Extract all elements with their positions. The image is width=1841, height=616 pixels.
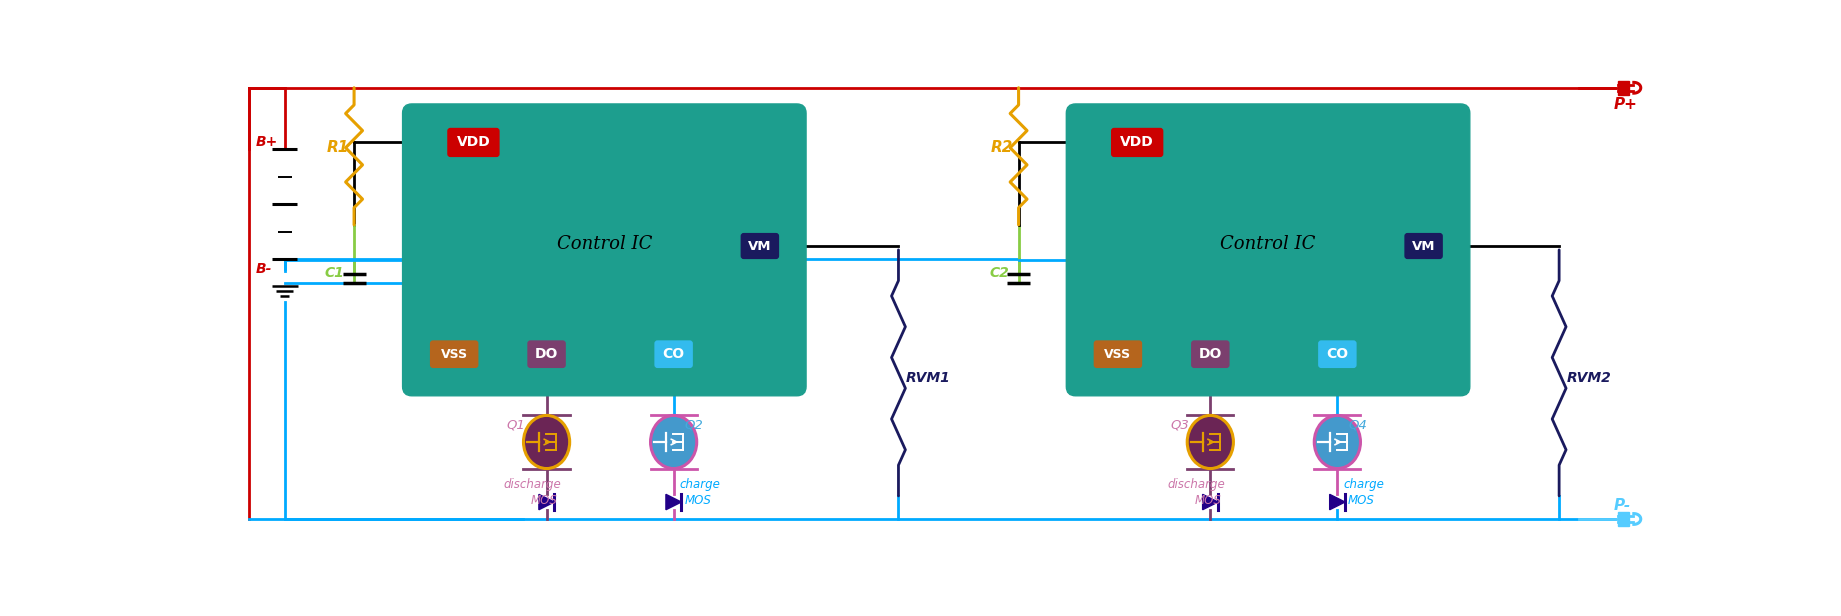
FancyBboxPatch shape xyxy=(527,340,565,368)
Bar xyxy=(1618,512,1629,526)
Text: Control IC: Control IC xyxy=(556,235,652,253)
Bar xyxy=(1618,81,1629,95)
FancyBboxPatch shape xyxy=(1318,340,1357,368)
Polygon shape xyxy=(539,494,554,510)
Text: CO: CO xyxy=(1326,347,1348,361)
Text: B+: B+ xyxy=(256,134,278,148)
FancyBboxPatch shape xyxy=(1066,104,1469,395)
Text: DO: DO xyxy=(1198,347,1222,361)
FancyBboxPatch shape xyxy=(1110,128,1164,157)
Text: B-: B- xyxy=(256,262,272,277)
FancyBboxPatch shape xyxy=(1094,340,1141,368)
Text: VSS: VSS xyxy=(1105,347,1132,361)
Polygon shape xyxy=(666,494,681,510)
Text: Control IC: Control IC xyxy=(1221,235,1316,253)
Polygon shape xyxy=(1202,494,1219,510)
Ellipse shape xyxy=(523,415,569,469)
Text: RVM1: RVM1 xyxy=(906,371,952,386)
Polygon shape xyxy=(1329,494,1346,510)
Text: MOS: MOS xyxy=(1348,493,1375,506)
Text: MOS: MOS xyxy=(1195,493,1222,506)
Text: C2: C2 xyxy=(989,266,1009,280)
FancyBboxPatch shape xyxy=(447,128,499,157)
Text: VM: VM xyxy=(747,240,771,253)
Text: P+: P+ xyxy=(1615,97,1638,112)
Text: Q3: Q3 xyxy=(1171,418,1189,431)
Text: MOS: MOS xyxy=(532,493,558,506)
Text: charge: charge xyxy=(679,478,720,491)
FancyBboxPatch shape xyxy=(740,233,779,259)
Text: DO: DO xyxy=(536,347,558,361)
FancyBboxPatch shape xyxy=(654,340,692,368)
Ellipse shape xyxy=(1314,415,1360,469)
Text: discharge: discharge xyxy=(1167,478,1224,491)
Text: Q1: Q1 xyxy=(506,418,525,431)
FancyBboxPatch shape xyxy=(403,104,806,395)
FancyBboxPatch shape xyxy=(431,340,479,368)
Text: VDD: VDD xyxy=(457,136,490,150)
Text: R2: R2 xyxy=(990,140,1013,155)
FancyBboxPatch shape xyxy=(1191,340,1230,368)
Text: MOS: MOS xyxy=(685,493,711,506)
Text: VSS: VSS xyxy=(440,347,468,361)
Text: VM: VM xyxy=(1412,240,1436,253)
Text: discharge: discharge xyxy=(503,478,562,491)
Text: Q2: Q2 xyxy=(685,418,703,431)
Ellipse shape xyxy=(1187,415,1233,469)
Text: RVM2: RVM2 xyxy=(1567,371,1611,386)
Text: VDD: VDD xyxy=(1121,136,1154,150)
FancyBboxPatch shape xyxy=(1405,233,1443,259)
Text: C1: C1 xyxy=(324,266,344,280)
Text: P-: P- xyxy=(1615,498,1631,513)
Text: CO: CO xyxy=(663,347,685,361)
Text: R1: R1 xyxy=(326,140,348,155)
Text: Q4: Q4 xyxy=(1348,418,1366,431)
Text: charge: charge xyxy=(1344,478,1384,491)
Ellipse shape xyxy=(650,415,696,469)
